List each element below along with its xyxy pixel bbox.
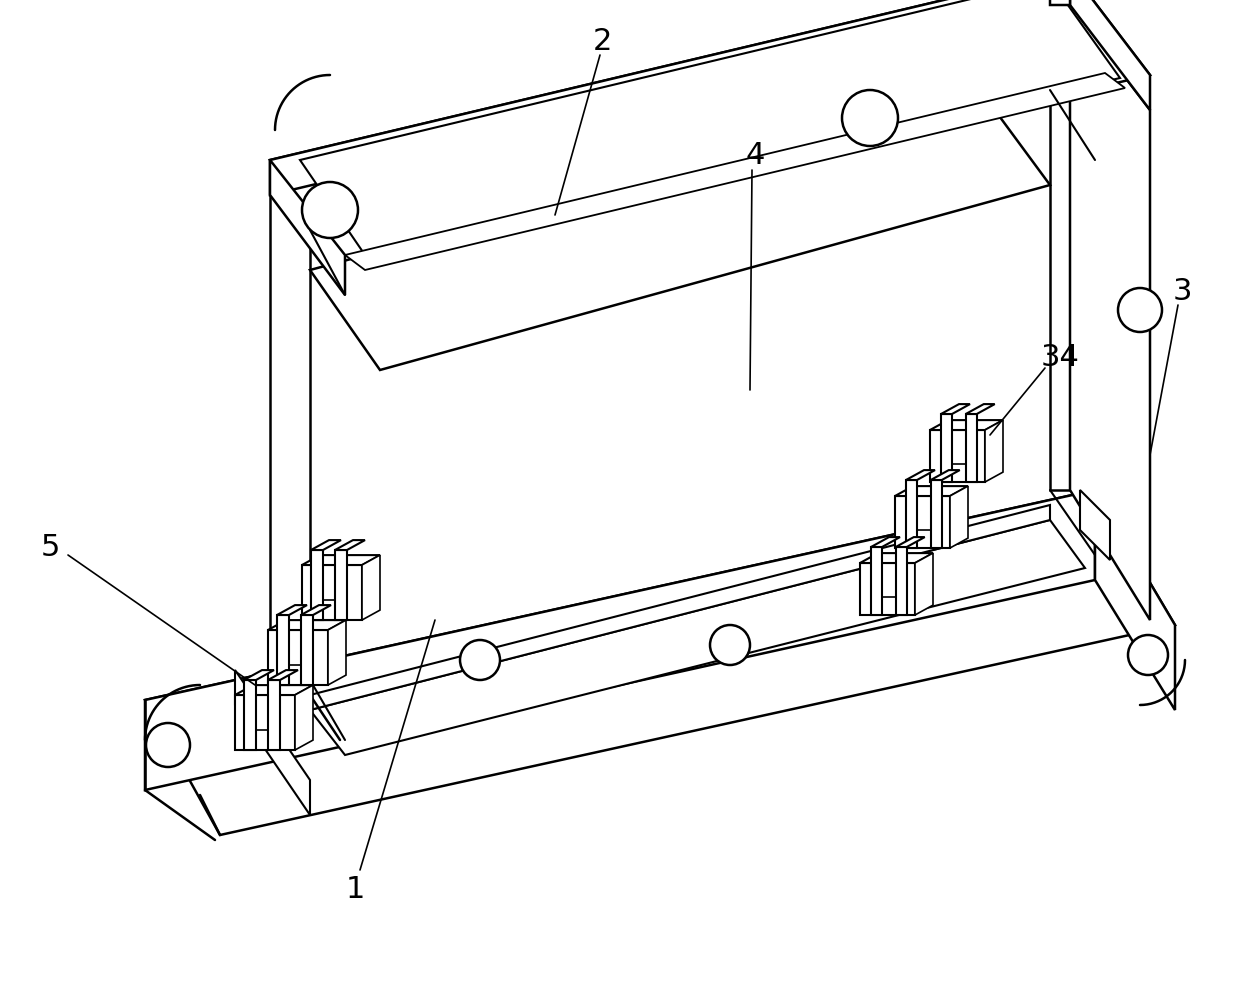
Polygon shape (1050, 5, 1070, 490)
Polygon shape (345, 73, 1125, 270)
Polygon shape (906, 470, 935, 480)
Polygon shape (268, 630, 329, 685)
Polygon shape (895, 538, 925, 547)
Polygon shape (950, 487, 968, 548)
Polygon shape (895, 487, 968, 496)
Ellipse shape (460, 640, 500, 680)
Polygon shape (1095, 490, 1176, 710)
Polygon shape (301, 615, 312, 685)
Polygon shape (244, 680, 255, 750)
Polygon shape (268, 620, 346, 630)
Ellipse shape (842, 90, 898, 146)
Polygon shape (931, 480, 941, 548)
Polygon shape (870, 547, 882, 615)
Text: 34: 34 (1040, 343, 1080, 373)
Polygon shape (145, 490, 1176, 835)
Polygon shape (270, 0, 1070, 195)
Polygon shape (310, 90, 1050, 370)
Polygon shape (311, 550, 322, 620)
Text: 4: 4 (745, 140, 765, 170)
Polygon shape (311, 541, 341, 550)
Polygon shape (895, 547, 906, 615)
Polygon shape (941, 414, 952, 482)
Polygon shape (329, 620, 346, 685)
Polygon shape (930, 430, 985, 482)
Polygon shape (966, 404, 994, 414)
Polygon shape (335, 541, 365, 550)
Text: 5: 5 (41, 534, 60, 562)
Polygon shape (295, 685, 312, 750)
Polygon shape (931, 470, 960, 480)
Polygon shape (270, 195, 310, 695)
Polygon shape (236, 670, 310, 815)
Polygon shape (861, 563, 915, 615)
Polygon shape (301, 605, 331, 615)
Polygon shape (310, 520, 1085, 755)
Text: 3: 3 (1172, 278, 1192, 306)
Polygon shape (915, 553, 932, 615)
Polygon shape (277, 605, 308, 615)
Polygon shape (966, 414, 977, 482)
Polygon shape (268, 680, 280, 750)
Polygon shape (335, 550, 347, 620)
Polygon shape (941, 404, 970, 414)
Polygon shape (930, 420, 1003, 430)
Polygon shape (236, 695, 295, 750)
Polygon shape (244, 670, 274, 680)
Text: 2: 2 (593, 27, 611, 57)
Polygon shape (310, 505, 1050, 710)
Polygon shape (145, 490, 1095, 790)
Polygon shape (906, 480, 918, 548)
Polygon shape (236, 685, 312, 695)
Polygon shape (303, 555, 379, 565)
Polygon shape (277, 615, 289, 685)
Polygon shape (895, 496, 950, 548)
Polygon shape (861, 553, 932, 563)
Ellipse shape (711, 625, 750, 665)
Ellipse shape (1118, 288, 1162, 332)
Polygon shape (1050, 0, 1070, 5)
Polygon shape (303, 565, 362, 620)
Polygon shape (268, 670, 298, 680)
Ellipse shape (303, 182, 358, 238)
Ellipse shape (146, 723, 190, 767)
Polygon shape (362, 555, 379, 620)
Polygon shape (1070, 5, 1149, 620)
Polygon shape (300, 0, 1120, 255)
Text: 1: 1 (345, 875, 365, 904)
Polygon shape (270, 0, 1149, 265)
Polygon shape (985, 420, 1003, 482)
Ellipse shape (1128, 635, 1168, 675)
Polygon shape (1080, 490, 1110, 560)
Polygon shape (870, 538, 900, 547)
Polygon shape (270, 160, 345, 295)
Polygon shape (1070, 0, 1149, 110)
